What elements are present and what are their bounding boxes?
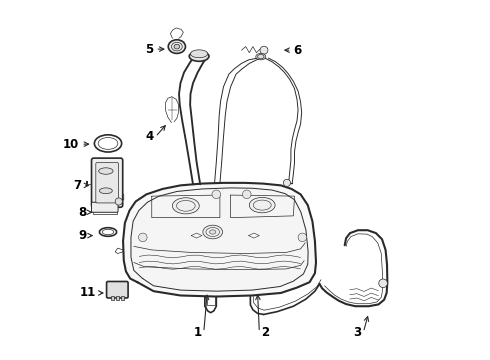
- Text: 7: 7: [73, 179, 81, 192]
- Circle shape: [243, 190, 251, 199]
- Circle shape: [260, 46, 268, 54]
- Circle shape: [298, 233, 307, 242]
- Text: 5: 5: [146, 42, 153, 55]
- Bar: [111, 296, 115, 300]
- Ellipse shape: [256, 53, 266, 60]
- Circle shape: [115, 198, 122, 205]
- Text: 1: 1: [194, 326, 202, 339]
- Text: 8: 8: [78, 206, 86, 219]
- Ellipse shape: [191, 50, 208, 58]
- Text: 9: 9: [78, 229, 86, 242]
- Ellipse shape: [99, 188, 112, 194]
- Circle shape: [139, 233, 147, 242]
- FancyBboxPatch shape: [107, 282, 128, 298]
- Text: 2: 2: [261, 326, 270, 339]
- Circle shape: [212, 190, 220, 199]
- Polygon shape: [123, 183, 316, 297]
- Ellipse shape: [189, 51, 209, 61]
- Ellipse shape: [203, 225, 222, 239]
- Ellipse shape: [168, 40, 186, 53]
- Circle shape: [379, 279, 388, 288]
- Ellipse shape: [210, 230, 216, 234]
- Ellipse shape: [172, 198, 199, 214]
- Text: 10: 10: [63, 138, 79, 150]
- Ellipse shape: [249, 197, 275, 213]
- Text: 3: 3: [353, 326, 362, 339]
- Text: 6: 6: [294, 44, 302, 57]
- FancyBboxPatch shape: [96, 162, 119, 203]
- FancyBboxPatch shape: [92, 158, 122, 207]
- Polygon shape: [131, 188, 308, 291]
- Ellipse shape: [174, 44, 180, 49]
- Text: 4: 4: [146, 130, 153, 144]
- Ellipse shape: [98, 168, 113, 174]
- FancyBboxPatch shape: [92, 202, 118, 212]
- Bar: [121, 296, 124, 300]
- Circle shape: [283, 179, 291, 186]
- Bar: [87, 181, 88, 186]
- Bar: [116, 296, 119, 300]
- Text: 11: 11: [80, 287, 96, 300]
